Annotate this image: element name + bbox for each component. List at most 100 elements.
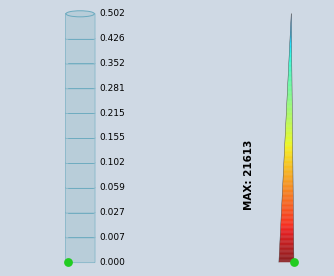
Polygon shape — [284, 152, 293, 153]
Polygon shape — [289, 51, 292, 52]
Polygon shape — [283, 189, 293, 190]
Polygon shape — [290, 48, 292, 49]
Polygon shape — [285, 148, 293, 149]
Polygon shape — [288, 84, 292, 85]
Polygon shape — [286, 122, 293, 123]
Polygon shape — [286, 117, 292, 118]
Polygon shape — [285, 143, 293, 144]
Polygon shape — [281, 219, 294, 220]
Polygon shape — [282, 210, 293, 211]
Polygon shape — [285, 140, 293, 141]
FancyBboxPatch shape — [65, 162, 95, 188]
Polygon shape — [287, 100, 292, 101]
Polygon shape — [288, 72, 292, 73]
Polygon shape — [283, 173, 293, 174]
Polygon shape — [284, 155, 293, 156]
Polygon shape — [281, 225, 294, 226]
Polygon shape — [286, 124, 293, 125]
Polygon shape — [285, 134, 293, 135]
Text: 0.102: 0.102 — [100, 158, 125, 167]
Polygon shape — [287, 110, 292, 111]
Polygon shape — [288, 88, 292, 89]
Polygon shape — [281, 217, 294, 218]
Polygon shape — [290, 31, 292, 32]
Polygon shape — [288, 85, 292, 86]
Polygon shape — [280, 250, 294, 251]
Polygon shape — [283, 179, 293, 180]
Text: 0.426: 0.426 — [100, 34, 125, 43]
Polygon shape — [284, 153, 293, 154]
Polygon shape — [282, 206, 293, 207]
Polygon shape — [280, 237, 294, 238]
Polygon shape — [287, 98, 292, 99]
Polygon shape — [280, 233, 294, 234]
FancyBboxPatch shape — [65, 88, 95, 114]
Polygon shape — [282, 202, 293, 203]
FancyBboxPatch shape — [65, 63, 95, 89]
Polygon shape — [290, 46, 292, 47]
FancyBboxPatch shape — [65, 113, 95, 139]
Polygon shape — [286, 130, 293, 131]
Polygon shape — [280, 247, 294, 248]
Polygon shape — [288, 80, 292, 81]
Polygon shape — [279, 261, 294, 262]
Polygon shape — [283, 180, 293, 181]
Polygon shape — [283, 188, 293, 189]
Polygon shape — [289, 65, 292, 66]
Polygon shape — [284, 166, 293, 167]
Polygon shape — [284, 170, 293, 171]
Polygon shape — [284, 167, 293, 168]
Polygon shape — [281, 212, 293, 213]
Polygon shape — [282, 193, 293, 194]
FancyBboxPatch shape — [65, 13, 95, 39]
Polygon shape — [284, 169, 293, 170]
FancyBboxPatch shape — [65, 137, 95, 163]
Polygon shape — [290, 38, 292, 39]
Polygon shape — [280, 240, 294, 241]
Polygon shape — [288, 89, 292, 90]
Polygon shape — [282, 191, 293, 192]
Polygon shape — [286, 115, 292, 116]
Polygon shape — [281, 227, 294, 228]
Polygon shape — [290, 40, 292, 41]
Polygon shape — [289, 52, 292, 53]
Polygon shape — [284, 160, 293, 161]
Polygon shape — [286, 127, 293, 128]
Polygon shape — [290, 44, 292, 45]
Polygon shape — [279, 257, 294, 258]
Polygon shape — [284, 164, 293, 165]
Polygon shape — [289, 62, 292, 63]
Polygon shape — [279, 251, 294, 252]
Polygon shape — [289, 63, 292, 64]
Polygon shape — [283, 185, 293, 186]
Polygon shape — [279, 255, 294, 256]
Polygon shape — [289, 61, 292, 62]
Polygon shape — [285, 138, 293, 139]
Polygon shape — [280, 236, 294, 237]
Polygon shape — [289, 53, 292, 54]
Text: 0.352: 0.352 — [100, 59, 125, 68]
Polygon shape — [285, 146, 293, 147]
Polygon shape — [288, 82, 292, 83]
Polygon shape — [282, 211, 293, 212]
Polygon shape — [291, 29, 292, 30]
Polygon shape — [282, 200, 293, 201]
Polygon shape — [286, 128, 293, 129]
Polygon shape — [288, 90, 292, 91]
Polygon shape — [287, 94, 292, 95]
Polygon shape — [281, 215, 294, 216]
Polygon shape — [287, 108, 292, 109]
Polygon shape — [285, 133, 293, 134]
Polygon shape — [289, 50, 292, 51]
Polygon shape — [284, 161, 293, 162]
Polygon shape — [283, 187, 293, 188]
Polygon shape — [281, 226, 294, 227]
Polygon shape — [285, 147, 293, 148]
Polygon shape — [286, 112, 292, 113]
Polygon shape — [287, 102, 292, 103]
Polygon shape — [280, 246, 294, 247]
Polygon shape — [287, 97, 292, 98]
Polygon shape — [280, 248, 294, 249]
Polygon shape — [287, 96, 292, 97]
Polygon shape — [285, 131, 293, 132]
